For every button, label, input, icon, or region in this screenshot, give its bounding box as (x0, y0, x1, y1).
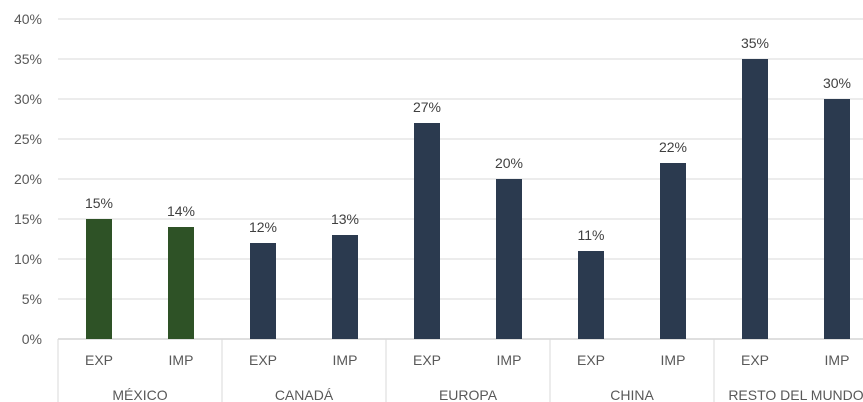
y-tick-label: 40% (14, 11, 42, 27)
x-tick-label: IMP (661, 352, 686, 368)
bar (332, 235, 358, 339)
data-label: 35% (741, 35, 769, 51)
y-tick-label: 15% (14, 211, 42, 227)
data-label: 30% (823, 75, 851, 91)
y-tick-label: 20% (14, 171, 42, 187)
x-tick-label: IMP (825, 352, 850, 368)
bar (250, 243, 276, 339)
bar (578, 251, 604, 339)
group-label: CANADÁ (275, 387, 334, 402)
data-label: 12% (249, 219, 277, 235)
data-label: 20% (495, 155, 523, 171)
data-label: 13% (331, 211, 359, 227)
bar (660, 163, 686, 339)
y-tick-label: 30% (14, 91, 42, 107)
y-tick-label: 5% (22, 291, 42, 307)
x-tick-label: IMP (333, 352, 358, 368)
x-tick-label: EXP (85, 352, 113, 368)
data-label: 22% (659, 139, 687, 155)
data-label: 27% (413, 99, 441, 115)
group-label: MÉXICO (112, 387, 167, 402)
bar (414, 123, 440, 339)
data-label: 11% (578, 227, 605, 243)
y-tick-label: 0% (22, 331, 42, 347)
y-tick-label: 35% (14, 51, 42, 67)
bar (168, 227, 194, 339)
x-tick-label: EXP (577, 352, 605, 368)
data-label: 14% (167, 203, 195, 219)
x-tick-label: EXP (413, 352, 441, 368)
bar (86, 219, 112, 339)
y-tick-label: 10% (14, 251, 42, 267)
x-tick-label: IMP (169, 352, 194, 368)
bar (824, 99, 850, 339)
x-tick-label: EXP (249, 352, 277, 368)
bar (742, 59, 768, 339)
x-tick-label: EXP (741, 352, 769, 368)
y-tick-label: 25% (14, 131, 42, 147)
x-tick-label: IMP (497, 352, 522, 368)
group-label: EUROPA (439, 387, 498, 402)
group-label: RESTO DEL MUNDO (728, 387, 863, 402)
group-label: CHINA (610, 387, 654, 402)
bar (496, 179, 522, 339)
data-label: 15% (85, 195, 113, 211)
